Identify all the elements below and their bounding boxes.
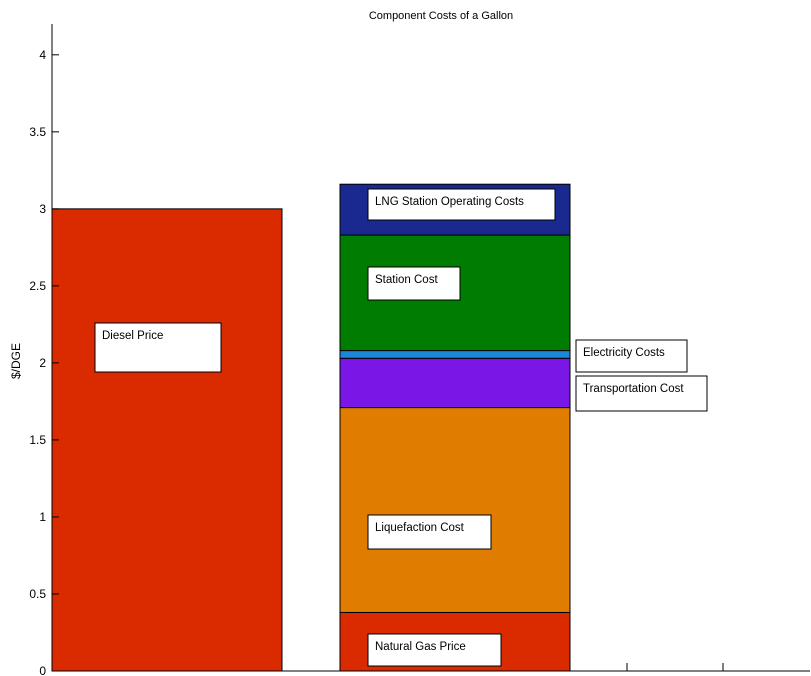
bars-layer (52, 184, 570, 671)
annotation-label: Transportation Cost (583, 383, 684, 395)
annotation-label: Station Cost (375, 274, 438, 286)
bar-segment-liquefaction-cost (340, 408, 570, 613)
annotation-label: LNG Station Operating Costs (375, 196, 524, 208)
annotation-label: Electricity Costs (583, 347, 665, 359)
annotation-electricity-costs: Electricity Costs (576, 340, 687, 372)
y-tick-label: 1.5 (29, 433, 46, 447)
y-tick-label: 3.5 (29, 125, 46, 139)
annotation-label: Liquefaction Cost (375, 522, 465, 534)
bar-segment-transportation-cost (340, 358, 570, 407)
y-tick-label: 1 (39, 510, 46, 524)
annotation-lng-station-operating-costs: LNG Station Operating Costs (368, 189, 555, 220)
y-tick-label: 0.5 (29, 587, 46, 601)
y-tick-label: 4 (39, 48, 46, 62)
y-tick-label: 2 (39, 356, 46, 370)
y-axis-label: $/DGE (9, 343, 23, 379)
annotation-natural-gas-price: Natural Gas Price (368, 634, 501, 666)
annotation-liquefaction-cost: Liquefaction Cost (368, 515, 491, 549)
y-tick-label: 3 (39, 202, 46, 216)
annotation-label: Diesel Price (102, 330, 163, 342)
y-tick-label: 0 (39, 664, 46, 676)
chart-title: Component Costs of a Gallon (369, 10, 513, 22)
bar-segment-diesel-price (52, 209, 282, 671)
bar-segment-electricity-costs (340, 351, 570, 359)
annotation-label: Natural Gas Price (375, 641, 466, 653)
annotation-transportation-cost: Transportation Cost (576, 376, 707, 411)
y-tick-label: 2.5 (29, 279, 46, 293)
annotation-station-cost: Station Cost (368, 267, 460, 300)
annotation-diesel-price: Diesel Price (95, 323, 221, 372)
